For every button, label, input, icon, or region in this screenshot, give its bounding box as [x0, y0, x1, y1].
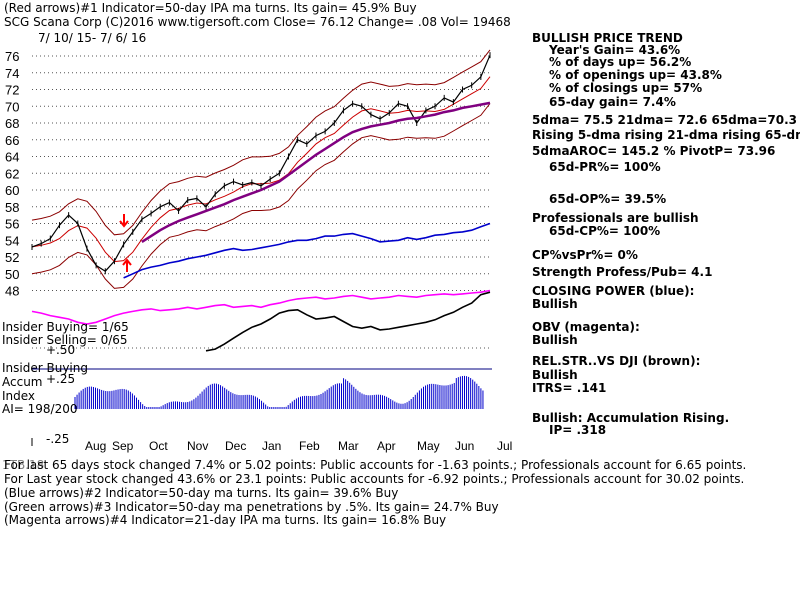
price-tick-label: 52: [5, 250, 19, 265]
series-line-4: [205, 291, 491, 352]
footer-magenta-arrows: (Magenta arrows)#4 Indicator=21-day IPA …: [4, 513, 447, 527]
month-label: Feb: [299, 439, 320, 453]
moving-average-21: [31, 76, 491, 263]
insider-buying-label-2: Insider Buying: [2, 361, 88, 375]
price-tick-label: 62: [5, 166, 19, 181]
ip-value: IP= .318: [549, 423, 607, 437]
price-gridlines: [32, 55, 492, 370]
ai-label: AI= 198/200: [2, 402, 78, 416]
obv-status: Bullish: [532, 333, 578, 347]
red-sell-arrow: [119, 214, 129, 228]
footer-year-change: For Last year stock changed 43.6% or 23.…: [4, 472, 745, 486]
aroc-pivot: 5dmaAROC= 145.2 % PivotP= 73.96: [532, 144, 776, 158]
price-tick-label: 64: [5, 150, 19, 165]
series-line-1: [141, 101, 491, 243]
price-tick-label: 54: [5, 233, 19, 248]
chart-series: [31, 52, 491, 352]
accum-label: Accum: [2, 375, 43, 389]
plus-50-label: +.50: [46, 343, 76, 357]
closing-power-label: CLOSING POWER (blue):: [532, 284, 695, 298]
month-label: Sep: [112, 439, 134, 453]
minus-25-label: -.25: [46, 432, 70, 446]
price-tick-label: 48: [5, 284, 19, 299]
footer-65day-change: For last 65 days stock changed 7.4% or 5…: [4, 458, 747, 472]
index-label: Index: [2, 389, 36, 403]
price-tick-label: 74: [5, 66, 19, 81]
price-tick-label: 60: [5, 183, 19, 198]
years-gain: Year's Gain= 43.6%: [549, 43, 681, 57]
month-label: Apr: [377, 439, 396, 453]
header-indicator-line: (Red arrows)#1 Indicator=50-day IPA ma t…: [4, 1, 417, 15]
accum-volume-bars: [74, 375, 484, 409]
closing-power-status: Bullish: [532, 297, 578, 311]
trend-title: BULLISH PRICE TREND: [532, 31, 683, 45]
professionals-status: Professionals are bullish: [532, 211, 699, 225]
strength-ratio: Strength Profess/Pub= 4.1: [532, 265, 713, 279]
footer-green-arrows: (Green arrows)#3 Indicator=50-day ma pen…: [4, 500, 499, 514]
itrs-value: ITRS= .141: [532, 381, 607, 395]
footer-blue-arrows: (Blue arrows)#2 Indicator=50-day ma turn…: [4, 486, 399, 500]
month-label: Dec: [225, 439, 246, 453]
month-label: Aug: [85, 439, 106, 453]
op-percent: 65d-OP%= 39.5%: [549, 192, 667, 206]
openings-up: % of openings up= 43.8%: [549, 68, 722, 82]
lower-band: [31, 103, 491, 289]
bollinger-bands: [31, 49, 491, 289]
cp-vs-pr: CP%vsPr%= 0%: [532, 248, 638, 262]
price-tick-label: 50: [5, 267, 19, 282]
red-buy-arrow: [122, 258, 132, 272]
month-label: May: [417, 439, 440, 453]
plus-25-label: +.25: [46, 372, 76, 386]
pr-percent: 65d-PR%= 100%: [549, 160, 661, 174]
price-tick-label: 76: [5, 49, 19, 64]
insider-selling-label: Insider Selling= 0/65: [2, 333, 128, 347]
header-quote-line: SCG Scana Corp (C)2016 www.tigersoft.com…: [4, 15, 511, 29]
footer-overlap-label: 1TB.18: [2, 458, 45, 472]
month-label: Oct: [149, 439, 168, 453]
series-line-3: [31, 289, 491, 325]
obv-label: OBV (magenta):: [532, 320, 640, 334]
series-line-2: [123, 222, 491, 279]
price-tick-label: 72: [5, 83, 19, 98]
closings-up: % of closings up= 57%: [549, 81, 703, 95]
month-label: Jan: [262, 439, 281, 453]
cp-percent: 65d-CP%= 100%: [549, 224, 661, 238]
price-tick-label: 66: [5, 133, 19, 148]
month-label: Jun: [455, 439, 474, 453]
accumulation-status: Bullish: Accumulation Rising.: [532, 411, 730, 425]
month-label: Nov: [187, 439, 208, 453]
price-tick-label: 68: [5, 116, 19, 131]
dma-rising: Rising 5-dma rising 21-dma rising 65-dma: [532, 128, 800, 142]
gain-65: 65-day gain= 7.4%: [549, 95, 676, 109]
header-date-range: 7/ 10/ 15- 7/ 6/ 16: [38, 31, 147, 45]
price-tick-label: 70: [5, 99, 19, 114]
signal-arrows: [119, 214, 132, 272]
relstr-label: REL.STR..VS DJI (brown):: [532, 354, 701, 368]
days-up: % of days up= 56.2%: [549, 55, 692, 69]
insider-buying-label: Insider Buying= 1/65: [2, 320, 129, 334]
price-tick-label: 56: [5, 217, 19, 232]
relstr-status: Bullish: [532, 368, 578, 382]
price-tick-label: 58: [5, 200, 19, 215]
month-label: Mar: [338, 439, 359, 453]
month-axis-labels: Aug Sep Oct Nov Dec Jan Feb Mar Apr May Jun Jul: [31, 438, 512, 453]
dma-values: 5dma= 75.5 21dma= 72.6 65dma=70.3: [532, 113, 798, 127]
month-label: Jul: [497, 439, 512, 453]
upper-band: [31, 49, 491, 236]
